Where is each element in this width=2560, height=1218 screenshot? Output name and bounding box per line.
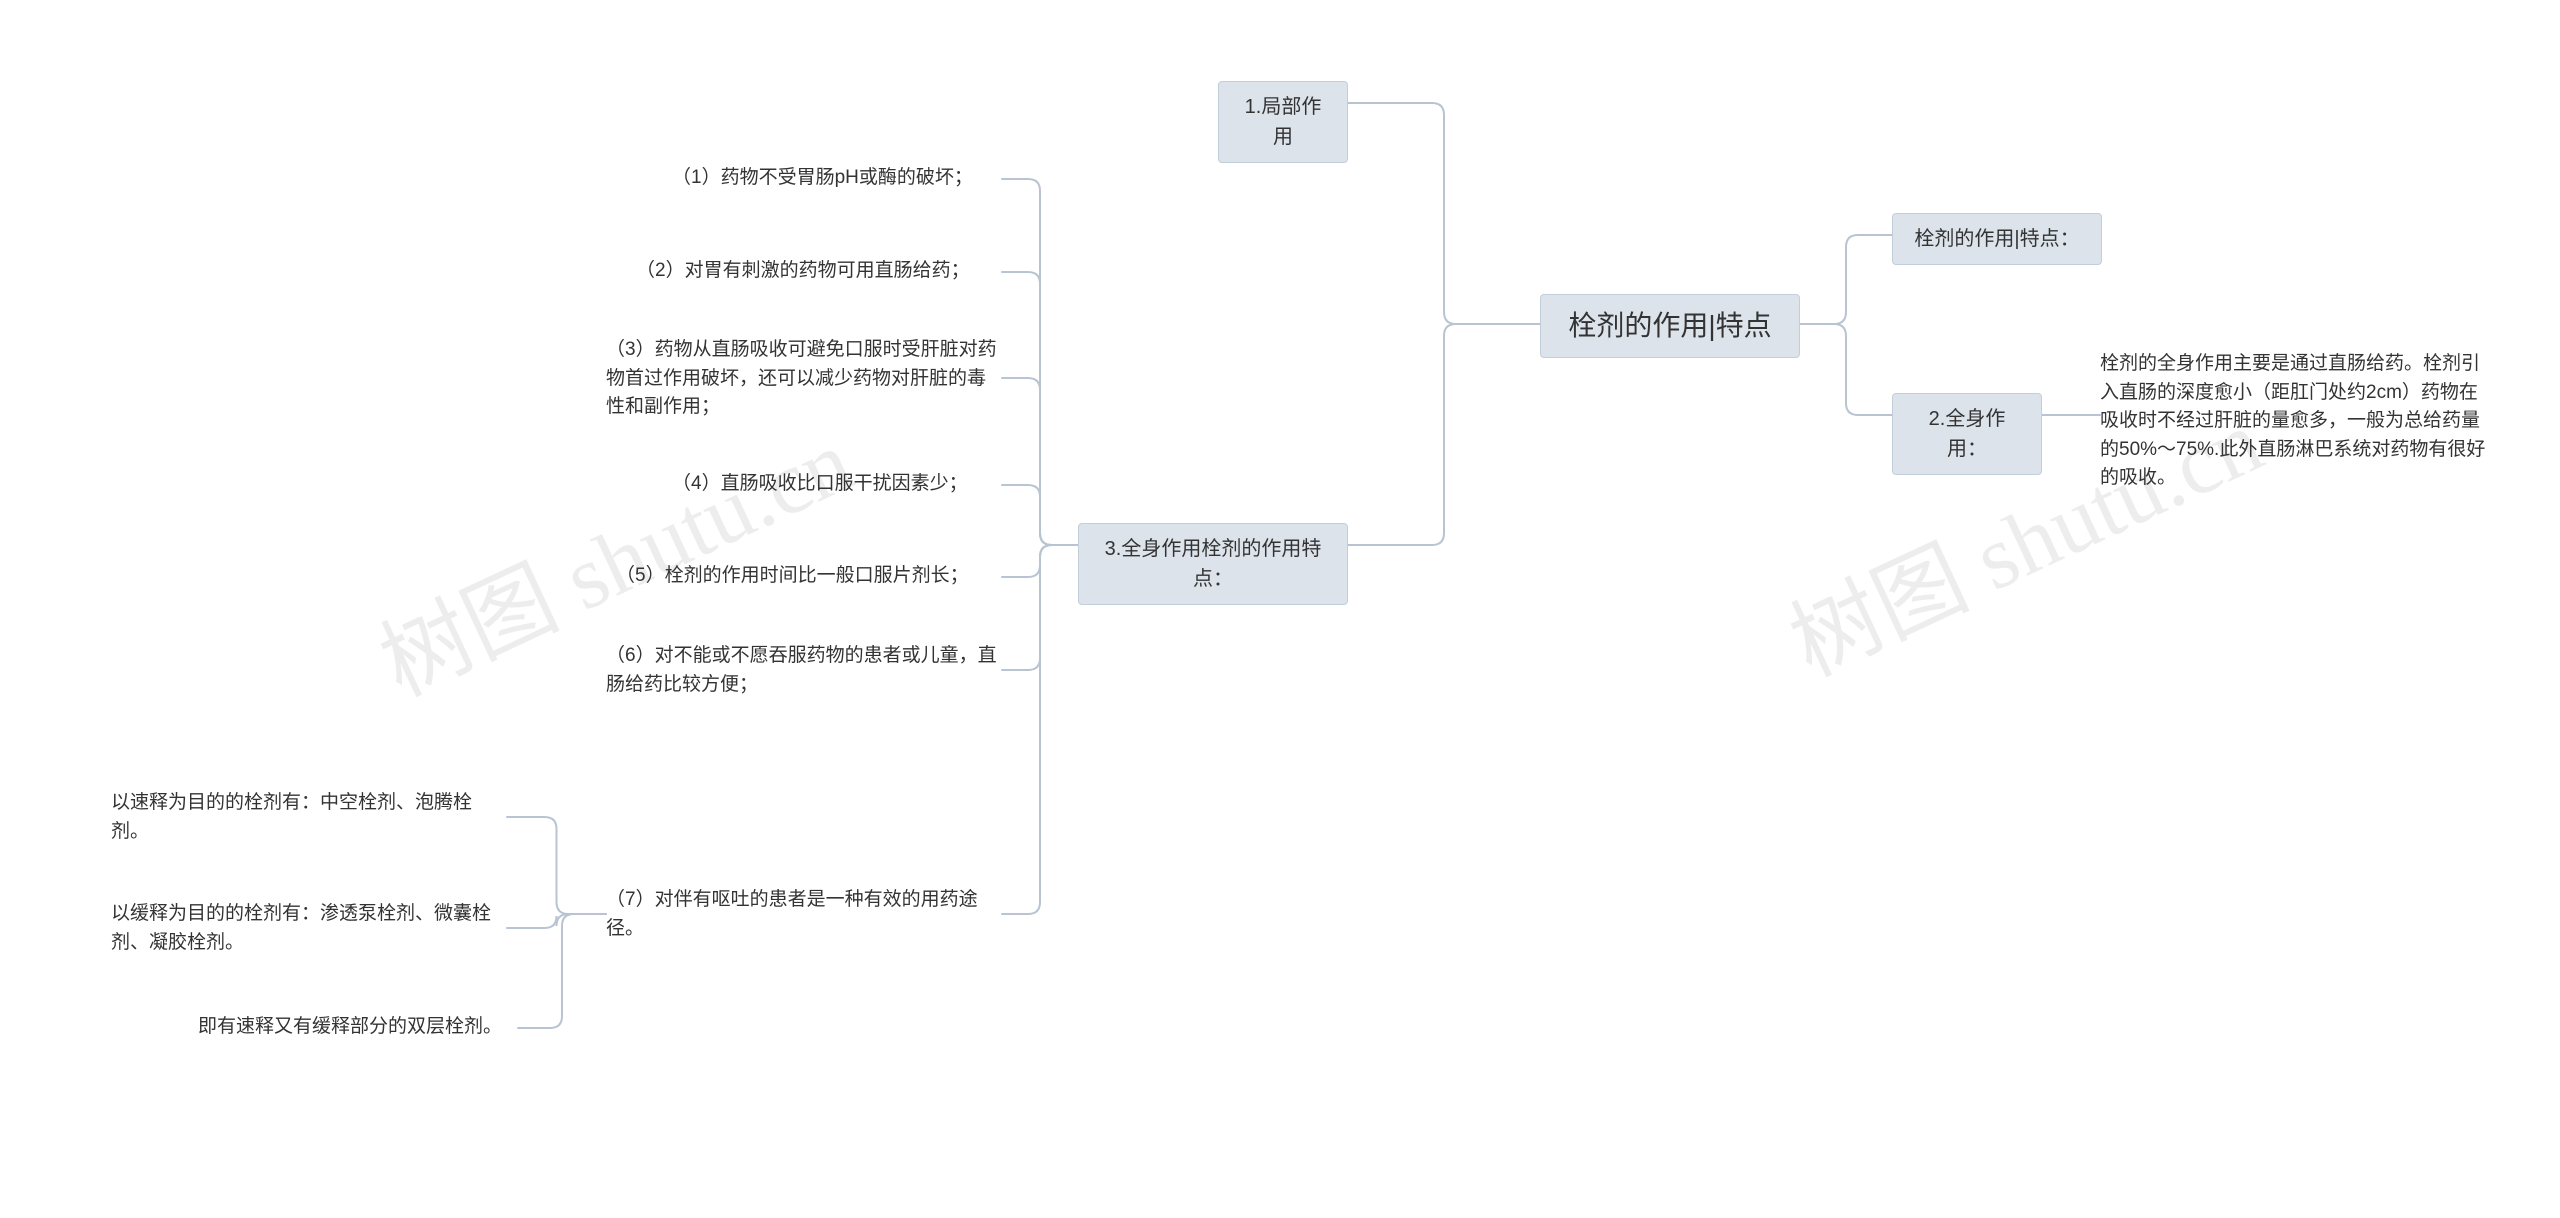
connector [1800,235,1892,324]
node-root: 栓剂的作用|特点 [1540,294,1800,358]
connector [1800,324,1892,415]
node-l3: 3.全身作用栓剂的作用特点： [1078,523,1348,605]
node-c2: （2）对胃有刺激的药物可用直肠给药； [636,257,1002,286]
node-d3: 即有速释又有缓释部分的双层栓剂。 [198,1013,518,1042]
connector [518,914,606,1028]
connector [1002,179,1078,545]
connector [1002,378,1078,545]
node-c6: （6）对不能或不愿吞服药物的患者或儿童，直肠给药比较方便； [606,642,1002,699]
connector [1002,545,1078,577]
node-c5: （5）栓剂的作用时间比一般口服片剂长； [616,562,1002,591]
connector [1002,272,1078,545]
connector [1002,545,1078,670]
node-c7: （7）对伴有呕吐的患者是一种有效的用药途径。 [606,886,1002,943]
node-l1: 1.局部作用 [1218,81,1348,163]
connector [507,914,606,928]
node-r2: 2.全身作用： [1892,393,2042,475]
connector [1002,545,1078,914]
connector [1348,103,1540,324]
node-d1: 以速释为目的的栓剂有：中空栓剂、泡腾栓剂。 [111,789,507,846]
connector [1002,485,1078,545]
node-c1: （1）药物不受胃肠pH或酶的破坏； [672,164,1002,193]
node-c4: （4）直肠吸收比口服干扰因素少； [672,470,1002,499]
node-d2: 以缓释为目的的栓剂有：渗透泵栓剂、微囊栓剂、凝胶栓剂。 [111,900,507,957]
connector [507,817,606,914]
node-r2a: 栓剂的全身作用主要是通过直肠给药。栓剂引入直肠的深度愈小（距肛门处约2cm）药物… [2100,350,2495,493]
mindmap-canvas: 树图 shutu.cn树图 shutu.cn栓剂的作用|特点栓剂的作用|特点：2… [0,0,2560,1218]
node-r1: 栓剂的作用|特点： [1892,213,2102,265]
connector [1348,324,1540,545]
node-c3: （3）药物从直肠吸收可避免口服时受肝脏对药物首过作用破坏，还可以减少药物对肝脏的… [606,336,1002,422]
